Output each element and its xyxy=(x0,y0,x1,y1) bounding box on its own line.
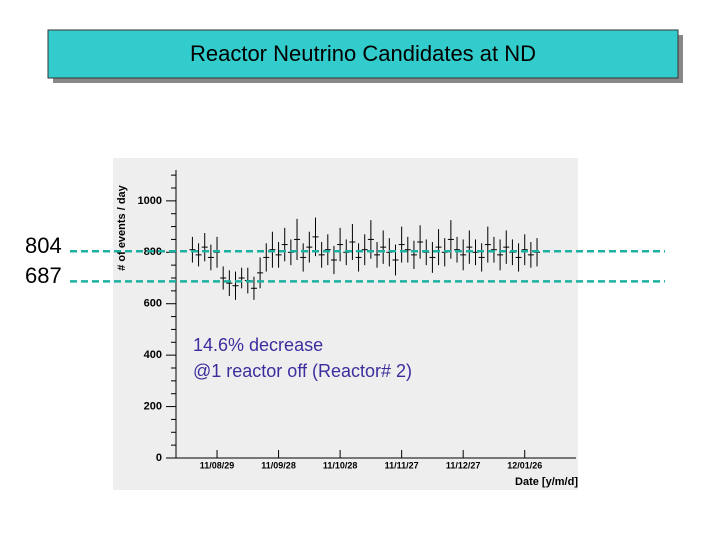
x-tick-label: 11/10/28 xyxy=(323,460,358,470)
y-tick-label: 0 xyxy=(156,452,162,464)
x-tick-label: 11/08/29 xyxy=(200,460,235,470)
annotation: 14.6% decrease xyxy=(193,335,323,355)
title-box xyxy=(47,29,679,79)
y-tick-label: 600 xyxy=(144,298,162,310)
x-tick-label: 11/11/27 xyxy=(385,460,419,470)
y-tick-label: 400 xyxy=(144,349,162,361)
y-tick-label: 1000 xyxy=(138,195,162,207)
slide-title: Reactor Neutrino Candidates at ND xyxy=(190,41,536,66)
reference-label: 687 xyxy=(25,263,62,288)
x-axis-label: Date [y/m/d] xyxy=(515,476,578,488)
plot-pad xyxy=(113,158,578,490)
y-tick-label: 200 xyxy=(144,400,162,412)
x-tick-label: 11/12/27 xyxy=(446,460,481,470)
reference-label: 804 xyxy=(25,233,62,258)
annotation: @1 reactor off (Reactor# 2) xyxy=(193,361,412,381)
x-tick-label: 11/09/28 xyxy=(261,460,296,470)
y-axis-label: # of events / day xyxy=(116,184,128,270)
x-tick-label: 12/01/26 xyxy=(507,460,542,470)
